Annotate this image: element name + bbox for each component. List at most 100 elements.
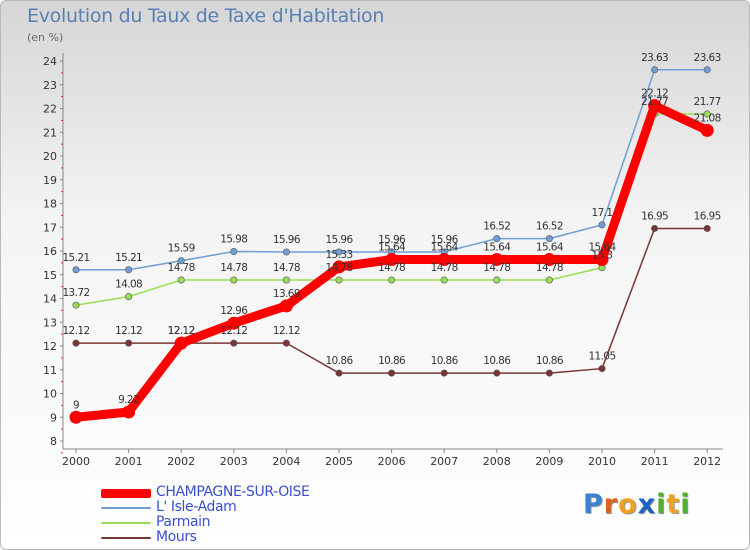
data-label: 11.05 <box>588 351 615 363</box>
data-label: 21.77 <box>641 96 668 108</box>
data-point <box>437 253 451 267</box>
y-tick-label: 22 <box>43 103 57 116</box>
data-point <box>72 339 80 347</box>
data-label: 23.63 <box>641 52 668 64</box>
y-tick-label: 21 <box>43 126 57 139</box>
data-point <box>595 253 609 267</box>
logo-letter: i <box>656 489 667 520</box>
data-label: 15.21 <box>62 252 89 264</box>
data-point <box>72 301 80 309</box>
data-label: 15.64 <box>483 242 511 254</box>
data-point <box>598 365 606 373</box>
data-label: 14.78 <box>536 262 563 274</box>
data-point <box>651 66 659 74</box>
data-label: 23.63 <box>694 52 721 64</box>
data-point <box>335 248 343 256</box>
series-points <box>72 66 711 377</box>
data-point <box>388 276 396 284</box>
y-tick-label: 16 <box>43 245 57 258</box>
data-label: 16.95 <box>641 210 668 222</box>
data-point <box>545 276 553 284</box>
data-point <box>545 369 553 377</box>
x-tick-label: 2007 <box>430 455 458 468</box>
data-point <box>388 369 396 377</box>
data-point <box>230 247 238 255</box>
data-point <box>125 266 133 274</box>
data-label: 10.86 <box>536 355 564 367</box>
data-label: 14.78 <box>273 262 300 274</box>
data-label: 14.78 <box>168 262 195 274</box>
data-point <box>335 369 343 377</box>
data-point <box>282 276 290 284</box>
series-line-parmain <box>75 113 708 306</box>
data-point <box>69 410 83 424</box>
data-label: 13.72 <box>62 287 89 299</box>
data-point <box>230 276 238 284</box>
chart-title: Evolution du Taux de Taxe d'Habitation <box>27 5 385 27</box>
data-label: 21.08 <box>694 112 721 124</box>
data-label: 15.96 <box>325 234 353 246</box>
data-label: 15.96 <box>431 234 459 246</box>
data-label: 14.78 <box>483 262 510 274</box>
data-label: 15.33 <box>325 249 352 261</box>
data-label: 10.86 <box>325 355 353 367</box>
data-label: 22.12 <box>641 88 668 100</box>
data-point <box>703 66 711 74</box>
data-point <box>279 299 293 313</box>
data-label: 15.21 <box>115 252 142 264</box>
data-label: 14.78 <box>431 262 458 274</box>
x-tick-label: 2006 <box>378 455 406 468</box>
data-label: 15.64 <box>536 242 564 254</box>
data-point <box>125 339 133 347</box>
y-tick-label: 20 <box>43 150 57 163</box>
data-label: 12.96 <box>220 305 248 317</box>
data-point <box>648 99 662 113</box>
x-tick-label: 2009 <box>535 455 563 468</box>
data-label: 15.64 <box>431 242 459 254</box>
logo-letter: x <box>637 489 657 520</box>
logo-letter: i <box>680 489 691 520</box>
data-point <box>493 369 501 377</box>
data-label: 15.96 <box>378 234 406 246</box>
logo-letter: o <box>618 489 638 520</box>
data-label: 12.12 <box>220 325 247 337</box>
data-label: 13.69 <box>273 288 300 300</box>
data-point <box>282 248 290 256</box>
data-point <box>703 224 711 232</box>
data-point <box>177 257 185 265</box>
data-label: 14.78 <box>325 262 352 274</box>
data-point <box>542 253 556 267</box>
data-point <box>493 276 501 284</box>
y-tick-label: 12 <box>43 340 57 353</box>
data-point <box>598 221 606 229</box>
data-point <box>174 336 188 350</box>
legend-swatch <box>101 488 151 498</box>
data-point <box>385 253 399 267</box>
data-point <box>122 405 136 419</box>
data-label: 14.78 <box>220 262 247 274</box>
legend-label: L' Isle-Adam <box>156 499 237 515</box>
data-label: 16.52 <box>483 221 510 233</box>
x-tick-label: 2008 <box>483 455 511 468</box>
proxiti-logo: Proxiti <box>583 489 691 520</box>
y-tick-label: 15 <box>43 269 57 282</box>
legend-label: Parmain <box>156 514 211 530</box>
data-label: 12.12 <box>168 325 195 337</box>
data-point <box>493 235 501 243</box>
x-tick-label: 2012 <box>693 455 721 468</box>
data-label: 15.64 <box>588 242 616 254</box>
data-point <box>72 266 80 274</box>
data-point <box>227 316 241 330</box>
data-point <box>703 110 711 118</box>
y-tick-label: 23 <box>43 79 57 92</box>
x-tick-label: 2001 <box>115 455 143 468</box>
data-label: 9 <box>73 399 79 411</box>
legend-label: CHAMPAGNE-SUR-OISE <box>156 484 310 500</box>
data-point <box>545 235 553 243</box>
y-tick-label: 17 <box>43 221 57 234</box>
data-point <box>700 123 714 137</box>
data-label: 21.77 <box>694 96 721 108</box>
y-tick-label: 9 <box>50 411 57 424</box>
legend-label: Mours <box>156 529 197 545</box>
